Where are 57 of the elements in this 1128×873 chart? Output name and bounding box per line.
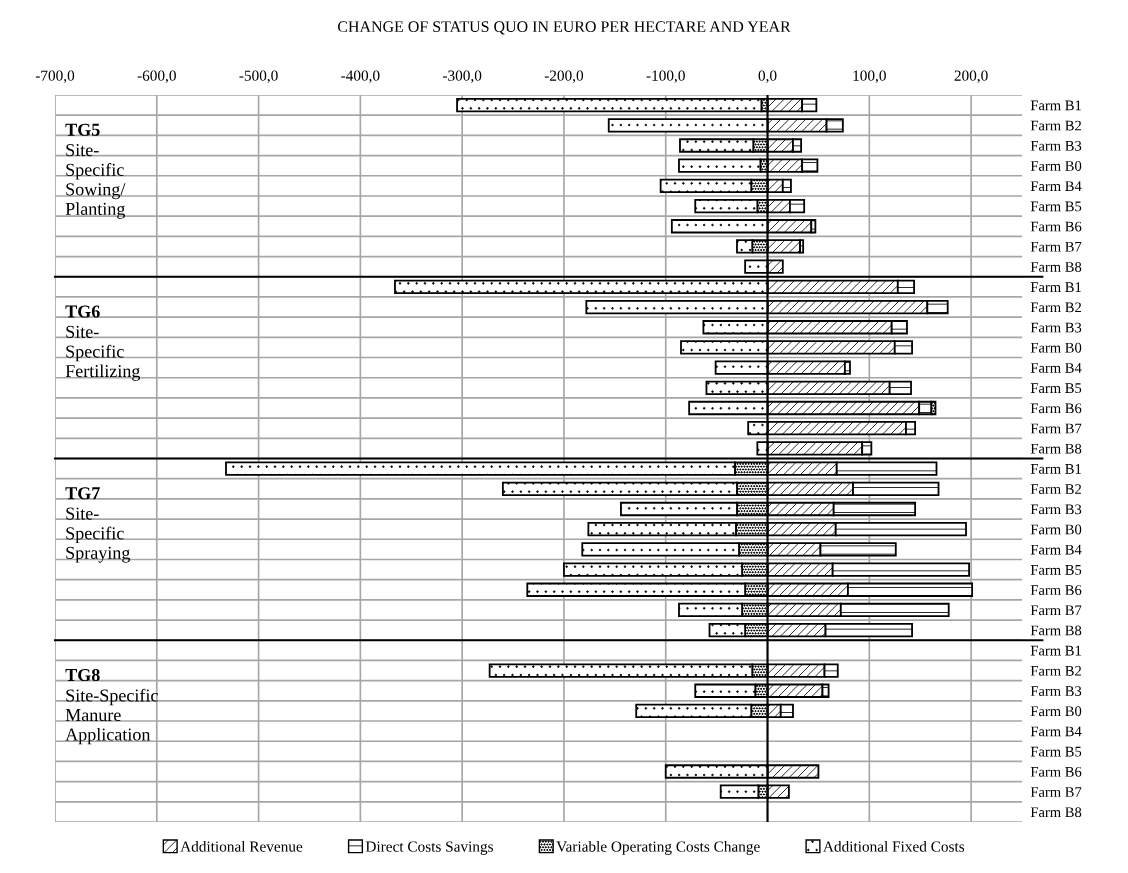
y-tick-label: Farm B4 [1030,181,1082,192]
annotation: TG5 Site- Specific Sowing/ Planting [65,123,126,219]
y-tick-label: Farm B5 [1030,201,1082,212]
x-tick-label: -200,0 [544,70,584,83]
y-tick-label: Farm B0 [1030,161,1082,171]
y-tick-label: Farm B1 [1030,282,1081,293]
y-tick-label: Farm B5 [1030,383,1082,394]
y-tick-label: Farm B7 [1030,605,1082,616]
y-tick-label: Farm B7 [1030,787,1082,797]
y-tick-label: Farm B3 [1030,686,1082,696]
y-tick-label: Farm B1 [1030,645,1081,656]
y-tick-label: Farm B6 [1030,766,1082,777]
y-tick-label: Farm B4 [1030,363,1082,373]
legend-label: Additional Revenue [180,840,303,852]
x-tick-label: -300,0 [443,70,482,83]
x-tick-label: -400,0 [341,70,380,83]
chart-title: CHANGE OF STATUS QUO IN EURO PER HECTARE AND YEAR [337,21,791,35]
x-tick-label: -500,0 [239,70,278,83]
y-tick-label: Farm B8 [1030,807,1082,818]
y-tick-label: Farm B5 [1030,565,1082,575]
y-tick-label: Farm B8 [1030,262,1082,272]
x-tick-label: -600,0 [137,70,176,83]
bar [678,158,762,173]
y-tick-label: Farm B1 [1030,464,1081,474]
legend-label: Direct Costs Savings [365,841,493,855]
y-tick-label: Farm B7 [1030,423,1082,434]
y-tick-label: Farm B0 [1030,706,1082,717]
y-tick-label: Farm B2 [1030,120,1081,131]
y-tick-label: Farm B8 [1030,625,1082,636]
y-tick-label: Farm B1 [1030,100,1081,111]
x-tick-label: 200,0 [954,70,988,83]
annotation: TG8 Site-Specific Manure Application [65,668,158,745]
y-tick-label: Farm B3 [1030,504,1082,515]
y-tick-label: Farm B3 [1030,322,1082,333]
x-tick-label: 100,0 [853,70,886,83]
y-tick-label: Farm B6 [1030,585,1082,595]
y-tick-label: Farm B4 [1030,726,1082,737]
legend-label: Variable Operating Costs Change [556,840,760,855]
y-tick-label: Farm B2 [1030,484,1081,494]
y-tick-label: Farm B6 [1030,403,1082,414]
annotation: TG7 Site- Specific Spraying [65,487,131,563]
y-tick-label: Farm B2 [1030,665,1081,676]
y-tick-label: Farm B7 [1030,241,1082,252]
y-tick-label: Farm B0 [1030,524,1082,535]
y-tick-label: Farm B5 [1030,746,1082,757]
y-tick-label: Farm B2 [1030,302,1081,313]
y-tick-label: Farm B3 [1030,140,1082,151]
y-tick-label: Farm B6 [1030,221,1082,232]
y-tick-label: Farm B0 [1030,342,1082,353]
annotation: TG6 Site- Specific Fertilizing [65,305,141,381]
x-tick-label: -100,0 [646,70,685,83]
x-tick-label: -700,0 [35,70,75,83]
bar [456,97,763,113]
y-tick-label: Farm B4 [1030,544,1082,555]
legend-label: Additional Fixed Costs [823,840,965,852]
y-tick-label: Farm B8 [1030,443,1082,454]
x-tick-label: 0,0 [758,70,777,83]
